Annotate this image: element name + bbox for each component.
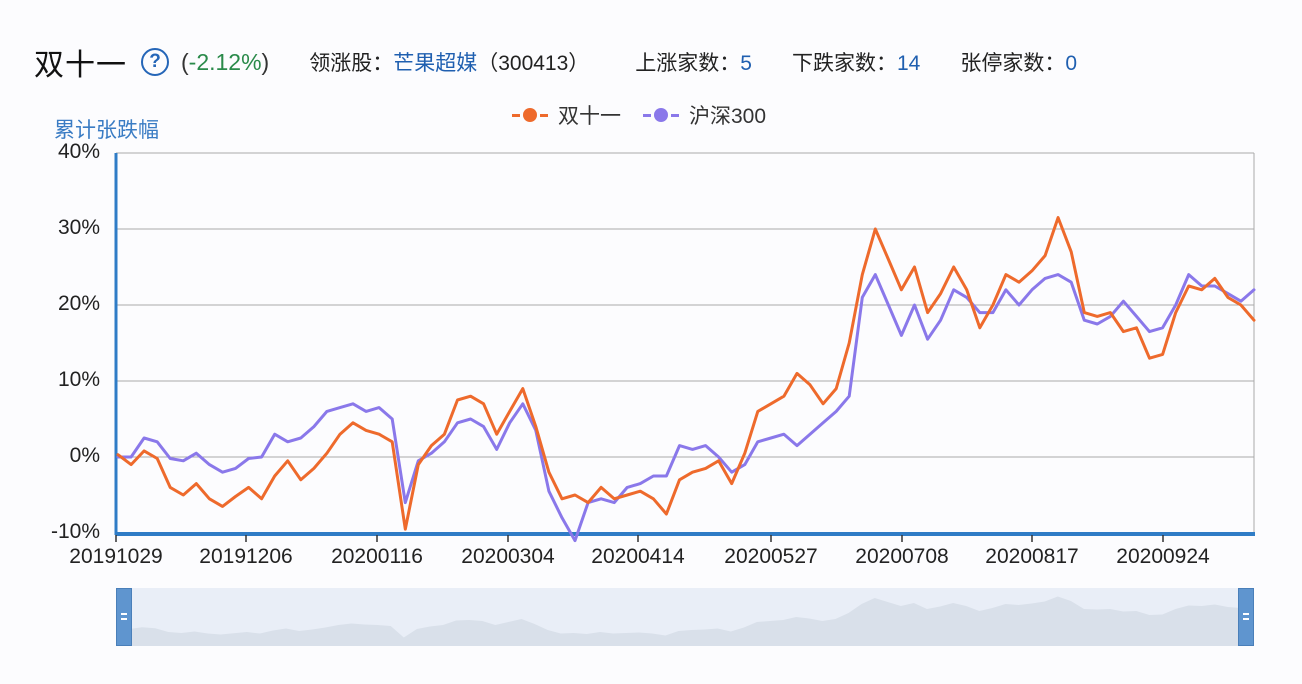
range-navigator[interactable] — [116, 588, 1254, 646]
x-tick-label: 20200116 — [331, 545, 423, 568]
x-tick-label: 20200817 — [985, 545, 1079, 568]
series-line-2[interactable] — [116, 273, 1256, 543]
chart-legend: 双十一 沪深300 — [510, 100, 786, 130]
question-circle-icon[interactable]: ? — [141, 48, 169, 76]
legend-item-series1[interactable]: 双十一 — [510, 100, 621, 130]
navigator-preview — [116, 596, 1254, 646]
down-count: 下跌家数：14 — [791, 52, 921, 75]
legend-item-series2[interactable]: 沪深300 — [641, 100, 766, 130]
leader-stock: 领涨股：芒果超媒（300413） — [309, 52, 590, 75]
up-count: 上涨家数：5 — [635, 52, 752, 75]
x-tick-label: 20191029 — [69, 545, 163, 568]
x-tick-label: 20200924 — [1116, 545, 1210, 568]
y-tick-label: 0% — [69, 444, 100, 467]
x-tick-label: 20200527 — [724, 545, 818, 568]
x-tick-label: 20200414 — [591, 545, 685, 568]
y-tick-label: 10% — [57, 368, 100, 391]
x-tick-label: 20191206 — [199, 545, 293, 568]
leader-stock-link[interactable]: 芒果超媒 — [393, 52, 478, 75]
drag-handle-icon — [1243, 613, 1249, 615]
navigator-right-handle[interactable] — [1238, 588, 1254, 646]
x-tick-label: 20200708 — [855, 545, 949, 568]
y-axis-title: 累计张跌幅 — [54, 119, 159, 142]
y-tick-label: 40% — [57, 140, 100, 163]
legend-marker-icon — [510, 105, 550, 125]
x-tick-label: 20200304 — [461, 545, 555, 568]
chart-header: 双十一 ? (-2.12%) 领涨股：芒果超媒（300413） 上涨家数：5 下… — [34, 40, 1077, 84]
drag-handle-icon — [121, 613, 127, 615]
change-percent: (-2.12%) — [181, 48, 270, 75]
y-tick-label: 30% — [57, 216, 100, 239]
index-title: 双十一 — [34, 49, 127, 82]
y-tick-label: -10% — [50, 520, 100, 543]
limit-count: 张停家数：0 — [960, 52, 1078, 75]
y-tick-label: 20% — [57, 292, 100, 315]
legend-marker-icon — [641, 105, 681, 125]
navigator-left-handle[interactable] — [116, 588, 132, 646]
series-line-1[interactable] — [116, 216, 1256, 531]
